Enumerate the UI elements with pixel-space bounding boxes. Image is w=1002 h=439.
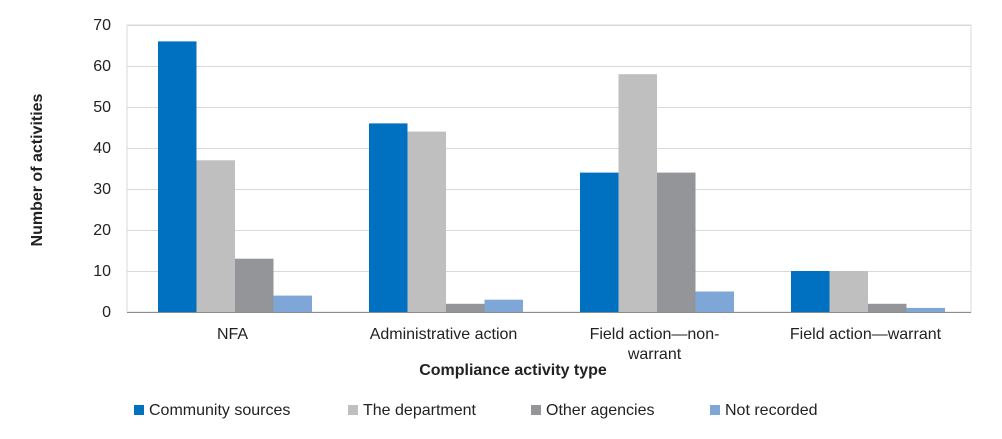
x-tick-label: Field action—non-warrant bbox=[590, 326, 720, 363]
y-tick-label: 50 bbox=[93, 99, 111, 116]
bar bbox=[791, 271, 830, 312]
y-tick-label: 20 bbox=[93, 222, 111, 239]
legend-label: The department bbox=[363, 402, 477, 419]
legend-swatch bbox=[134, 405, 144, 415]
bar bbox=[446, 303, 485, 312]
bar bbox=[407, 131, 446, 312]
bar bbox=[273, 295, 312, 312]
y-tick-label: 30 bbox=[93, 181, 111, 198]
x-tick-label: NFA bbox=[217, 326, 248, 343]
legend: Community sources The department Other age… bbox=[134, 402, 818, 419]
bar bbox=[657, 172, 696, 312]
bar bbox=[158, 41, 197, 313]
y-axis-title: Number of activities bbox=[29, 93, 46, 246]
bar bbox=[580, 172, 619, 312]
bar bbox=[484, 299, 523, 312]
bar bbox=[369, 123, 408, 313]
bars bbox=[158, 41, 945, 313]
y-tick-label: 60 bbox=[93, 58, 111, 75]
x-tick-label: Administrative action bbox=[370, 326, 518, 343]
bar bbox=[695, 291, 734, 312]
bar bbox=[196, 160, 235, 312]
legend-swatch bbox=[348, 405, 358, 415]
legend-swatch bbox=[710, 405, 720, 415]
y-tick-label: 10 bbox=[93, 263, 111, 280]
bar bbox=[906, 307, 945, 312]
legend-label: Other agencies bbox=[546, 402, 655, 419]
bar bbox=[235, 258, 274, 312]
category-labels: NFA Administrative action Field action—non… bbox=[217, 326, 942, 363]
x-tick-label: Field action—warrant bbox=[790, 326, 942, 343]
y-tick-label: 0 bbox=[102, 304, 111, 321]
y-tick-label: 40 bbox=[93, 140, 111, 157]
x-axis-title: Compliance activity type bbox=[419, 362, 607, 379]
legend-swatch bbox=[531, 405, 541, 415]
y-tick-label: 70 bbox=[93, 17, 111, 34]
y-axis-ticks: 0 10 20 30 40 50 60 70 bbox=[93, 17, 111, 321]
bar bbox=[829, 271, 868, 312]
bar bbox=[618, 74, 657, 312]
legend-label: Not recorded bbox=[725, 402, 818, 419]
legend-label: Community sources bbox=[149, 402, 290, 419]
bar bbox=[868, 303, 907, 312]
